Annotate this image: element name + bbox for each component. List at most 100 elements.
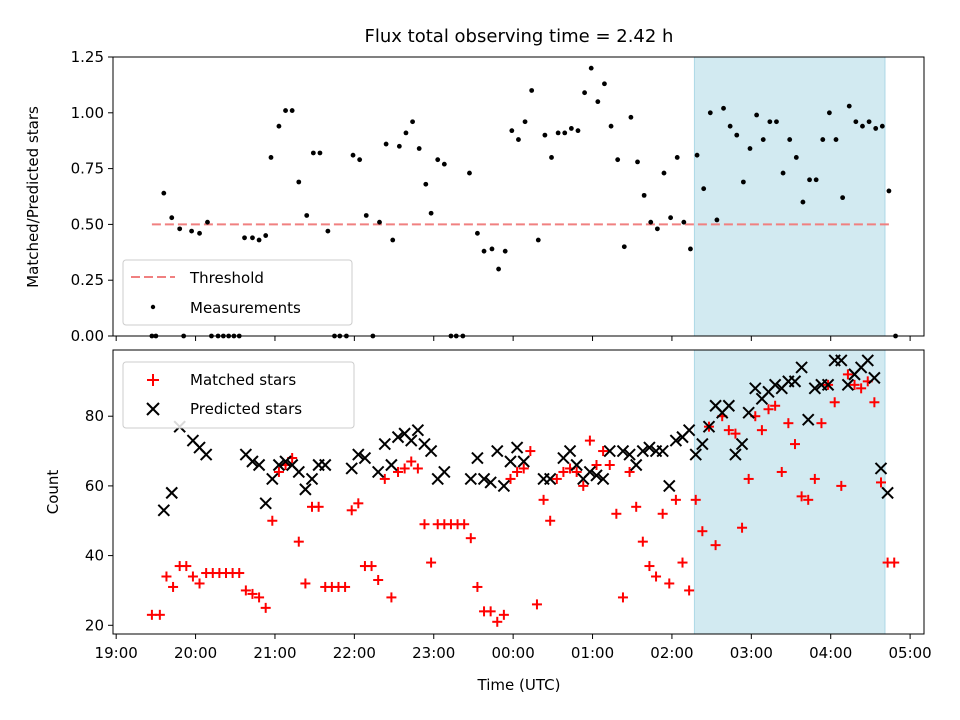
predicted-star-point	[795, 361, 808, 374]
matched-star-point	[267, 515, 278, 526]
matched-star-point	[869, 397, 880, 408]
predicted-star-point	[491, 444, 504, 458]
matched-star-point	[465, 533, 476, 544]
predicted-star-point	[424, 444, 438, 458]
top-legend-box	[122, 259, 353, 326]
x-tick-label: 21:00	[253, 644, 296, 662]
matched-star-point	[558, 466, 569, 477]
bottom-highlight-span	[693, 349, 886, 635]
measurement-point	[635, 159, 640, 165]
measurement-point	[357, 157, 363, 163]
matched-star-point	[412, 463, 423, 474]
predicted-star-point	[861, 354, 874, 367]
x-tick-label: 03:00	[730, 644, 773, 662]
top-panel: 0.00 0.25 0.50 0.75 1.00 1.25 Matched/Predict…	[24, 48, 925, 345]
y-tick-label: 1.25	[71, 48, 104, 66]
y-tick-label: 40	[85, 547, 104, 565]
x-tick-label: 04:00	[809, 644, 852, 662]
matched-star-point	[247, 588, 258, 599]
predicted-star-point	[510, 441, 524, 454]
matched-star-point	[816, 418, 827, 429]
predicted-star-point	[702, 420, 716, 433]
predicted-star-point	[682, 423, 696, 437]
measurement-point	[840, 195, 846, 201]
predicted-star-point	[808, 382, 822, 395]
measurement-point	[754, 112, 760, 118]
matched-star-point	[889, 557, 900, 568]
measurement-point	[317, 150, 323, 156]
predicted-star-point	[689, 448, 702, 461]
bottom-y-ticks: 20 40 60 80	[85, 407, 113, 634]
predicted-star-point	[802, 413, 815, 426]
bottom-x-ticks: 19:00 20:00 21:00 22:00 23:00 00:00 01:00 02:00…	[95, 634, 932, 662]
predicted-star-point	[157, 504, 171, 517]
bottom-legend: Matched stars Predicted stars	[122, 361, 355, 429]
y-tick-label: 80	[85, 407, 104, 425]
matched-star-point	[254, 592, 265, 603]
measurement-point	[410, 119, 415, 125]
predicted-star-point	[841, 378, 855, 392]
measurement-point	[688, 246, 693, 252]
measurement-point	[502, 248, 508, 254]
y-tick-label: 0.50	[71, 215, 104, 233]
predicted-star-point	[729, 448, 742, 461]
matched-star-point	[419, 519, 430, 530]
predicted-star-point	[497, 479, 511, 493]
matched-star-point	[346, 505, 357, 516]
matched-star-point	[313, 501, 324, 512]
predicted-star-point	[319, 458, 332, 472]
predicted-star-point	[517, 455, 530, 468]
measurement-point	[714, 217, 720, 223]
matched-star-point	[670, 494, 681, 505]
matched-star-point	[459, 519, 470, 530]
predicted-star-point	[504, 455, 517, 468]
measurement-point	[681, 219, 687, 225]
measurement-point	[661, 170, 667, 176]
matched-star-point	[492, 616, 503, 627]
measurement-point	[475, 230, 480, 236]
measurement-point	[496, 266, 501, 272]
y-tick-label: 60	[85, 477, 104, 495]
matched-star-point	[300, 578, 311, 589]
x-tick-label: 00:00	[492, 644, 535, 662]
matched-star-point	[849, 379, 860, 390]
measurement-point	[793, 155, 799, 160]
measurement-point	[787, 137, 793, 142]
predicted-star-point	[371, 465, 385, 479]
matched-star-point	[571, 466, 582, 477]
predicted-star-point	[868, 371, 881, 385]
matched-star-point	[710, 540, 721, 551]
matched-star-point	[664, 578, 675, 589]
predicted-star-point	[352, 448, 365, 461]
predicted-star-point	[590, 469, 603, 482]
predicted-star-point	[669, 434, 683, 447]
predicted-star-point	[874, 462, 888, 475]
measurement-point	[177, 226, 183, 232]
measurement-point	[423, 181, 429, 187]
matched-star-point	[737, 522, 748, 533]
matched-star-point	[154, 609, 165, 620]
predicted-star-point	[623, 448, 636, 461]
matched-star-point	[770, 400, 781, 411]
matched-star-point	[578, 480, 589, 491]
measurement-point	[310, 150, 316, 156]
matched-star-point	[168, 581, 179, 592]
measurement-point	[694, 152, 700, 158]
measurement-point	[767, 119, 773, 125]
matched-star-point	[690, 494, 701, 505]
y-tick-label: 1.00	[71, 104, 104, 122]
predicted-star-point	[272, 458, 286, 472]
matched-star-point	[161, 571, 172, 582]
measurement-point	[161, 190, 167, 196]
measurement-point	[529, 88, 535, 93]
matched-star-point	[803, 494, 814, 505]
measurement-point	[760, 137, 766, 142]
measurement-point	[833, 137, 839, 142]
matched-star-point	[809, 473, 820, 484]
measurement-point	[641, 192, 647, 198]
matched-star-point	[340, 581, 351, 592]
predicted-star-point	[735, 437, 749, 451]
x-tick-label: 19:00	[95, 644, 138, 662]
matched-star-point	[624, 466, 635, 477]
x-tick-label: 22:00	[333, 644, 376, 662]
